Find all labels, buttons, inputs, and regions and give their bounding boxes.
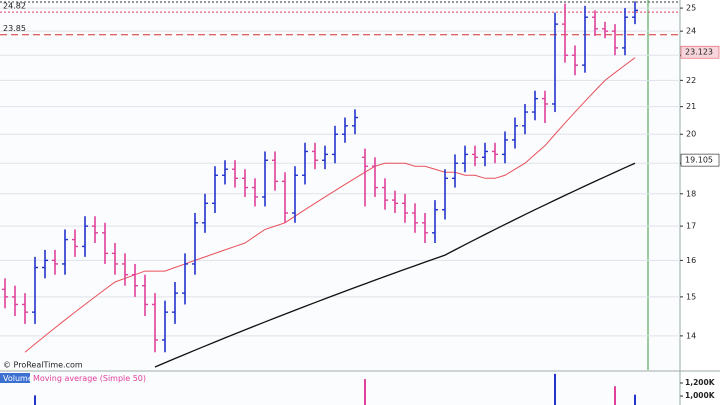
volume-title: Volume — [3, 374, 33, 383]
y-tick-label: 24 — [686, 27, 696, 36]
level-label: 23.85 — [3, 24, 26, 33]
volume-bar — [634, 394, 636, 405]
moving-average-line — [154, 162, 636, 368]
volume-bar — [34, 395, 36, 405]
y-tick-label: 25 — [686, 4, 696, 13]
volume-tick-label: 1,200K — [685, 378, 716, 387]
volume-bar — [614, 386, 616, 405]
level-label: 24.82 — [3, 2, 26, 11]
volume-panel — [0, 372, 680, 405]
moving-average-line — [24, 57, 636, 353]
volume-title-bg — [0, 373, 30, 383]
plot — [0, 1, 680, 368]
y-tick-label: 20 — [686, 130, 696, 139]
volume-bar — [364, 379, 366, 405]
y-tick-label: 22 — [686, 76, 696, 85]
y-tick-label: 21 — [686, 102, 696, 111]
price-panel — [0, 0, 680, 370]
volume-tick-label: 1,000K — [685, 391, 716, 400]
y-tick-label: 18 — [686, 189, 696, 198]
last-value-box — [680, 45, 720, 59]
last-value-label: 23.123 — [685, 48, 713, 57]
y-tick-label: 16 — [686, 256, 696, 265]
volume-ma-label: Moving average (Simple 50) — [33, 374, 146, 383]
last-value-label: 19.105 — [685, 156, 713, 165]
copyright: © ProRealTime.com — [3, 361, 83, 370]
last-value-box — [680, 153, 720, 167]
volume-bar — [554, 373, 556, 405]
y-tick-label: 14 — [686, 331, 696, 340]
y-tick-label: 17 — [686, 222, 696, 231]
y-tick-label: 15 — [686, 292, 696, 301]
